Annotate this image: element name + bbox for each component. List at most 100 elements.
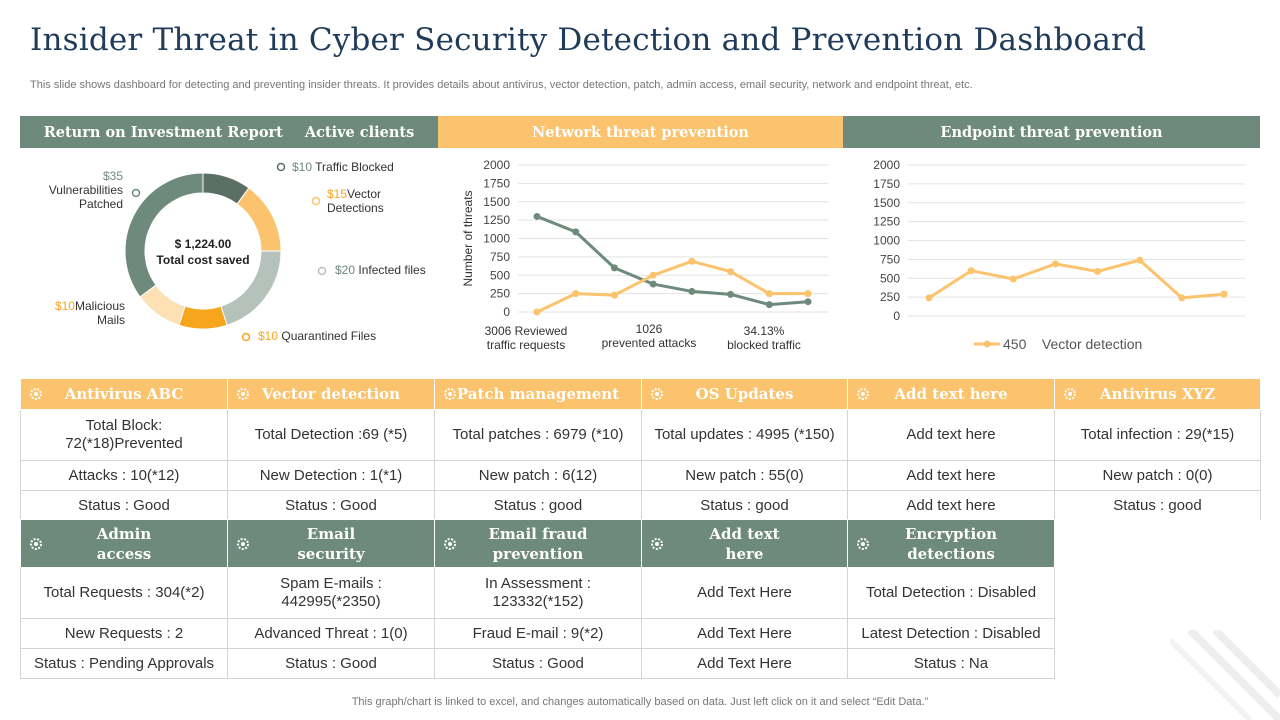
data-point bbox=[1220, 290, 1228, 298]
table2-header-add-text: Add text here bbox=[641, 519, 848, 568]
table1-cell: Total Detection :69 (*5) bbox=[227, 409, 435, 461]
donut-label: $20 Infected files bbox=[335, 263, 426, 277]
donut-marker bbox=[241, 332, 251, 342]
endpoint-threat-chart: 0 250 500 750 1000 1250 1500 1750 2000 450 Vector… bbox=[873, 158, 1245, 352]
donut-marker bbox=[317, 266, 327, 276]
active-clients-header-label: Active clients bbox=[304, 123, 415, 141]
table2-cell: Add Text Here bbox=[641, 567, 848, 619]
series-line bbox=[536, 215, 809, 307]
table1-header-antivirus-abc: Antivirus ABC bbox=[20, 378, 228, 410]
chart-annotation: prevented attacks bbox=[602, 336, 697, 350]
chart-annotation: 3006 Reviewed bbox=[485, 324, 568, 338]
table1-cell: Add text here bbox=[847, 490, 1055, 521]
table1-cell: New patch : 0(0) bbox=[1054, 460, 1261, 491]
series-line bbox=[928, 258, 1225, 300]
data-point bbox=[1009, 275, 1017, 283]
gear-icon bbox=[857, 537, 869, 550]
data-point bbox=[688, 287, 696, 295]
table2-cell: Status : Good bbox=[227, 648, 435, 679]
y-tick-label: 500 bbox=[490, 268, 510, 282]
security-table-bottom: Admin access Email security Email fraud … bbox=[20, 519, 1261, 679]
table1-cell: Total updates : 4995 (*150) bbox=[641, 409, 848, 461]
table1-cell: Status : good bbox=[641, 490, 848, 521]
table1-cell: Add text here bbox=[847, 409, 1055, 461]
gear-icon bbox=[30, 388, 42, 400]
header-label: Patch management bbox=[456, 385, 620, 403]
header-label: OS Updates bbox=[695, 385, 794, 403]
table2-cell: Advanced Threat : 1(0) bbox=[227, 618, 435, 649]
data-point bbox=[727, 290, 735, 298]
chart-annotation: 1026 bbox=[636, 322, 663, 336]
table1-header-vector-detection: Vector detection bbox=[227, 378, 435, 410]
donut-slice bbox=[236, 187, 282, 252]
table2-cell: Latest Detection : Disabled bbox=[847, 618, 1055, 649]
decorative-lines bbox=[1170, 630, 1280, 720]
data-point bbox=[649, 280, 657, 288]
table2-cell: Total Detection : Disabled bbox=[847, 567, 1055, 619]
legend-marker bbox=[983, 340, 991, 348]
table1-cell: New Detection : 1(*1) bbox=[227, 460, 435, 491]
table1-cell: New patch : 6(12) bbox=[434, 460, 642, 491]
roi-donut-chart: $ 1,224.00 Total cost saved $10 Traffic … bbox=[49, 160, 426, 343]
chart-annotation: traffic requests bbox=[487, 338, 565, 352]
table2-cell: Add Text Here bbox=[641, 618, 848, 649]
data-point bbox=[688, 257, 696, 265]
donut-label: Vulnerabilities bbox=[49, 183, 123, 197]
header-label: Email fraud prevention bbox=[488, 524, 588, 563]
donut-marker bbox=[276, 162, 286, 172]
data-point bbox=[727, 268, 735, 276]
y-tick-label: 2000 bbox=[483, 158, 510, 172]
y-tick-label: 750 bbox=[880, 252, 900, 266]
data-point bbox=[572, 290, 580, 298]
donut-label: $10 Quarantined Files bbox=[258, 329, 376, 343]
donut-marker bbox=[311, 196, 321, 206]
data-point bbox=[1051, 260, 1059, 268]
y-tick-label: 1250 bbox=[873, 215, 900, 229]
table2-header-email-security: Email security bbox=[227, 519, 435, 568]
table2-header-email-fraud: Email fraud prevention bbox=[434, 519, 642, 568]
header-label: Vector detection bbox=[261, 385, 401, 403]
donut-label: Detections bbox=[327, 201, 384, 215]
table1-cell: Status : good bbox=[434, 490, 642, 521]
y-tick-label: 1000 bbox=[873, 234, 900, 248]
gear-icon bbox=[444, 537, 456, 550]
data-point bbox=[572, 228, 580, 236]
gear-icon bbox=[237, 537, 249, 550]
legend-label: 450 Vector detection bbox=[1003, 336, 1142, 352]
data-point bbox=[533, 212, 541, 220]
footer-note: This graph/chart is linked to excel, and… bbox=[351, 696, 929, 708]
y-tick-label: 1750 bbox=[483, 176, 510, 190]
table1-cell: Total patches : 6979 (*10) bbox=[434, 409, 642, 461]
donut-label: $10 Traffic Blocked bbox=[292, 160, 394, 174]
chart-annotation: 34.13% bbox=[744, 324, 785, 338]
chart-annotation: blocked traffic bbox=[727, 338, 801, 352]
gear-icon bbox=[857, 388, 869, 400]
data-point bbox=[649, 271, 657, 279]
header-label: Antivirus XYZ bbox=[1099, 385, 1216, 403]
donut-label: $15Vector bbox=[327, 187, 381, 201]
data-point bbox=[1094, 267, 1102, 275]
table2-cell: Status : Pending Approvals bbox=[20, 648, 228, 679]
header-label: Admin access bbox=[96, 524, 152, 563]
table1-header-os-updates: OS Updates bbox=[641, 378, 848, 410]
data-point bbox=[1178, 294, 1186, 302]
y-tick-label: 1500 bbox=[873, 196, 900, 210]
data-point bbox=[804, 290, 812, 298]
table2-empty-cell bbox=[1055, 568, 1261, 619]
table1-cell: Status : Good bbox=[20, 490, 228, 521]
table1-cell: Status : Good bbox=[227, 490, 435, 521]
y-tick-label: 1000 bbox=[483, 232, 510, 246]
y-tick-label: 0 bbox=[503, 305, 510, 319]
table2-cell: Status : Na bbox=[847, 648, 1055, 679]
donut-slice bbox=[124, 172, 204, 298]
donut-center-value: $ 1,224.00 bbox=[175, 237, 232, 251]
network-threat-chart: 0 250 500 750 1000 1250 1500 1750 2000 Number of … bbox=[461, 158, 828, 352]
y-tick-label: 0 bbox=[893, 309, 900, 323]
data-point bbox=[610, 291, 618, 299]
table2-header-encryption: Encryption detections bbox=[847, 519, 1055, 568]
table2-cell: Add Text Here bbox=[641, 648, 848, 679]
y-tick-label: 1500 bbox=[483, 195, 510, 209]
table1-cell: Add text here bbox=[847, 460, 1055, 491]
y-axis-label: Number of threats bbox=[461, 190, 475, 286]
gear-icon bbox=[651, 537, 663, 550]
